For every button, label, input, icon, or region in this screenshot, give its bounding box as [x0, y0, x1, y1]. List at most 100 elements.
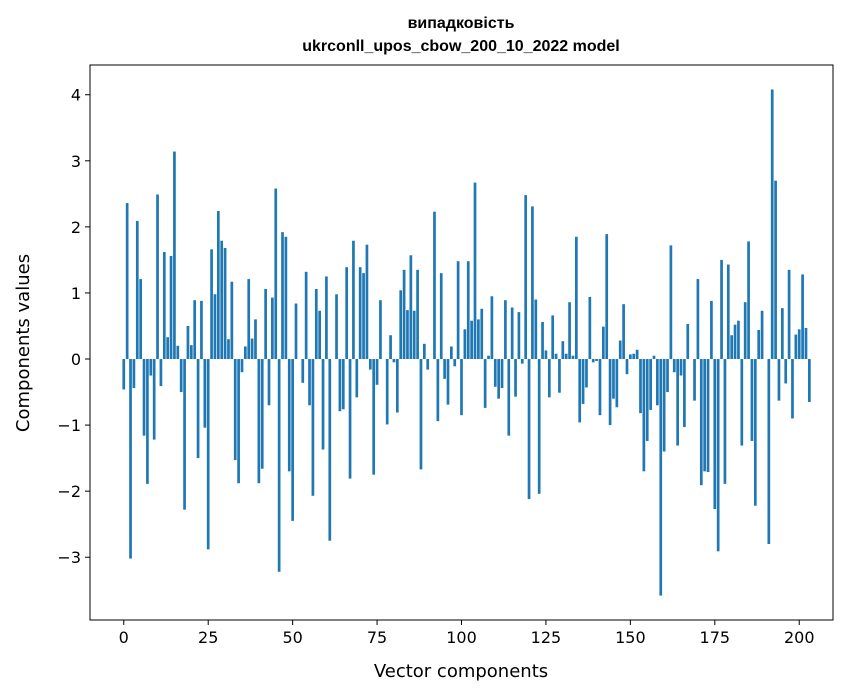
- bar-129: [558, 359, 561, 393]
- bar-171: [699, 359, 703, 486]
- bar-29: [220, 240, 224, 360]
- bar-82: [399, 290, 403, 360]
- bar-162: [669, 245, 673, 360]
- bar-75: [375, 359, 379, 385]
- bar-8: [149, 359, 153, 376]
- x-tick-label: 150: [615, 628, 646, 647]
- bar-56: [311, 359, 315, 496]
- bar-154: [642, 359, 646, 472]
- bar-45: [274, 188, 278, 360]
- bar-124: [541, 322, 544, 360]
- bar-61: [328, 359, 332, 541]
- bar-196: [784, 359, 788, 384]
- bar-192: [770, 89, 774, 360]
- bar-149: [625, 359, 629, 375]
- bar-174: [710, 300, 713, 360]
- y-tick-label: 1: [71, 284, 81, 303]
- bar-198: [791, 359, 794, 419]
- bar-173: [706, 359, 710, 472]
- bar-102: [466, 261, 470, 360]
- bar-176: [716, 359, 720, 552]
- bar-131: [564, 353, 568, 360]
- bar-146: [615, 359, 619, 408]
- bar-166: [683, 359, 686, 428]
- bar-67: [348, 359, 352, 479]
- bar-88: [419, 359, 423, 470]
- bar-26: [210, 249, 213, 360]
- bar-78: [385, 359, 389, 425]
- bar-63: [335, 294, 338, 360]
- bar-2: [129, 359, 132, 559]
- bar-151: [632, 353, 636, 360]
- bar-183: [740, 359, 744, 446]
- y-tick-label: 2: [71, 218, 81, 237]
- bar-7: [146, 359, 149, 484]
- bar-18: [183, 359, 186, 510]
- bar-189: [760, 310, 764, 360]
- bar-127: [551, 315, 555, 360]
- bar-84: [406, 310, 409, 360]
- bar-72: [365, 244, 369, 360]
- bar-118: [520, 359, 524, 364]
- bar-100: [460, 359, 463, 416]
- bar-15: [173, 151, 176, 360]
- bar-186: [750, 359, 754, 441]
- y-tick-label: 3: [71, 152, 81, 171]
- bar-172: [703, 359, 707, 472]
- bar-58: [318, 310, 321, 360]
- bar-134: [574, 236, 578, 360]
- bar-123: [537, 359, 541, 494]
- bar-51: [294, 303, 298, 360]
- bar-156: [649, 359, 652, 410]
- bar-187: [753, 359, 757, 506]
- chart-subtitle: ukrconll_upos_cbow_200_10_2022 model: [302, 38, 619, 55]
- bar-50: [291, 359, 294, 521]
- bar-121: [531, 206, 534, 360]
- bar-71: [362, 273, 365, 360]
- x-tick-label: 125: [531, 628, 562, 647]
- bar-11: [159, 359, 163, 387]
- bar-119: [524, 195, 528, 360]
- bar-143: [605, 234, 609, 360]
- bar-40: [257, 359, 261, 484]
- bar-177: [720, 259, 723, 360]
- bar-49: [287, 359, 291, 472]
- bar-39: [254, 319, 257, 360]
- bar-4: [135, 220, 139, 360]
- y-axis-ticks: −3 −2 −1 0 1 2 3 4: [57, 86, 90, 567]
- bar-165: [679, 359, 683, 376]
- bar-31: [227, 339, 230, 360]
- bar-103: [470, 320, 473, 360]
- bar-48: [284, 236, 288, 360]
- bar-17: [179, 359, 183, 393]
- x-tick-label: 175: [700, 628, 731, 647]
- bar-3: [132, 359, 136, 389]
- bar-93: [436, 359, 440, 422]
- bar-181: [733, 324, 737, 360]
- bar-101: [463, 329, 467, 360]
- bar-201: [801, 274, 804, 360]
- bar-98: [453, 359, 457, 367]
- bar-193: [774, 180, 777, 360]
- bar-202: [804, 327, 808, 360]
- bar-20: [189, 345, 193, 360]
- bar-120: [527, 359, 531, 500]
- x-axis-label: Vector components: [374, 661, 548, 682]
- bar-14: [169, 255, 173, 360]
- bar-46: [277, 359, 281, 572]
- bar-153: [639, 359, 642, 414]
- bar-114: [507, 359, 511, 436]
- bar-199: [794, 334, 798, 360]
- bar-9: [152, 359, 156, 440]
- bar-28: [216, 211, 220, 360]
- bar-1: [125, 203, 129, 360]
- bar-105: [477, 319, 480, 360]
- bar-122: [534, 299, 538, 360]
- bar-60: [325, 276, 328, 360]
- x-axis-ticks: 0 25 50 75 100 125 150 175 200: [119, 620, 815, 647]
- bar-113: [504, 300, 507, 360]
- bar-178: [723, 359, 727, 484]
- bar-36: [244, 346, 247, 360]
- bar-94: [439, 273, 443, 360]
